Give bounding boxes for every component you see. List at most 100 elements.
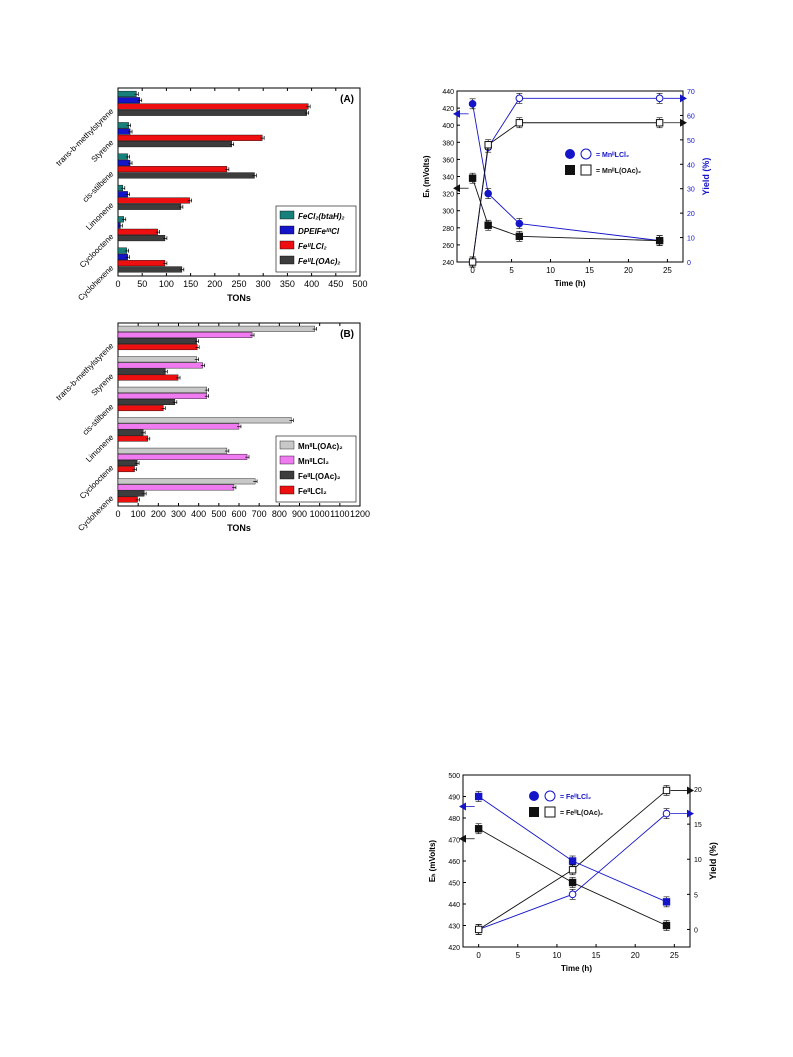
y-tick-label-left: 420	[448, 945, 460, 952]
legend-label: FeᴵᴵLCl₂	[298, 242, 327, 251]
x-tick-label: 20	[631, 951, 640, 960]
y-tick-label-right: 50	[687, 138, 695, 145]
y-tick-label-left: 470	[448, 838, 460, 845]
bar	[117, 228, 158, 235]
y-axis-label-right: Yield (%)	[701, 158, 711, 196]
category-label: Cyclooctene	[78, 232, 116, 270]
y-tick-label-left: 480	[448, 816, 460, 823]
axis-arrow	[687, 786, 694, 795]
x-tick-label: 25	[663, 266, 672, 275]
legend-swatch	[279, 455, 295, 465]
y-tick-label-left: 240	[442, 260, 454, 267]
y-tick-label-right: 40	[687, 162, 695, 169]
x-tick-label: 100	[159, 279, 174, 289]
x-tick-label: 0	[476, 951, 481, 960]
x-tick-label: 15	[592, 951, 601, 960]
x-tick-label: 400	[304, 279, 319, 289]
x-tick-label: 700	[252, 509, 267, 519]
bar	[117, 447, 228, 454]
x-tick-label: 1200	[350, 509, 370, 519]
line-chart-mn: 0 5 10 15 20 25240260280300320340360380400420…	[422, 89, 711, 288]
y-tick-label-left: 300	[442, 209, 454, 216]
panel-label: (B)	[340, 329, 354, 340]
bar	[117, 368, 166, 375]
x-tick-label: 200	[207, 279, 222, 289]
category-label: Styrene	[90, 371, 116, 397]
x-tick-label: 0	[115, 279, 120, 289]
x-tick-label: 350	[280, 279, 295, 289]
x-tick-label: 500	[352, 279, 367, 289]
x-tick-label: 10	[552, 951, 561, 960]
legend-marker-open	[580, 164, 592, 176]
data-point	[568, 878, 577, 887]
axis-arrow	[453, 109, 460, 118]
y-tick-label-right: 5	[694, 892, 698, 899]
x-tick-label: 5	[516, 951, 521, 960]
series-line	[478, 828, 667, 926]
bar	[117, 356, 197, 363]
data-point	[515, 232, 524, 241]
data-point	[474, 925, 483, 934]
legend-swatch	[279, 225, 295, 235]
data-point	[474, 792, 483, 801]
y-tick-label-left: 490	[448, 795, 460, 802]
bar	[117, 386, 207, 393]
legend-swatch	[279, 470, 295, 480]
data-point	[474, 825, 483, 833]
x-tick-label: 150	[183, 279, 198, 289]
x-tick-label: 15	[585, 266, 594, 275]
axis-arrow	[459, 834, 466, 843]
y-tick-label-left: 440	[442, 89, 454, 96]
legend-label: = FeᴵᴵL(OAc)₂	[560, 810, 603, 817]
legend-label: = MnᴵᴵLCl₂	[596, 152, 629, 159]
bar	[117, 134, 263, 141]
bar	[117, 490, 145, 497]
bar	[117, 260, 166, 267]
axis-arrow	[680, 94, 687, 103]
legend-marker-filled	[565, 165, 575, 175]
bar	[117, 103, 309, 110]
x-axis-label: Time (h)	[555, 279, 586, 288]
x-tick-label: 300	[256, 279, 271, 289]
data-point	[484, 189, 492, 198]
bar	[117, 109, 307, 116]
bar	[117, 484, 235, 491]
x-tick-label: 200	[151, 509, 166, 519]
bar	[117, 266, 183, 273]
bar	[117, 423, 240, 430]
y-tick-label-right: 30	[687, 187, 695, 194]
legend-label: MnᴵᴵLCl₂	[298, 457, 329, 466]
bar	[117, 331, 253, 338]
y-tick-label-left: 260	[442, 243, 454, 250]
legend-marker-open	[544, 790, 556, 802]
x-tick-label: 250	[231, 279, 246, 289]
bar	[117, 392, 207, 399]
bar	[117, 460, 138, 466]
series-line	[472, 122, 660, 263]
y-axis-label-left: Eₕ (mVolts)	[428, 840, 437, 883]
legend-marker-filled	[529, 807, 539, 817]
bar	[117, 141, 232, 148]
legend-swatch	[279, 440, 295, 450]
x-tick-label: 10	[546, 266, 555, 275]
x-tick-label: 1100	[330, 509, 349, 519]
bar	[117, 405, 164, 412]
y-tick-label-left: 460	[448, 859, 460, 866]
legend-label: DPEIFeᴵᴵᴵCl	[298, 227, 340, 236]
legend-label: MnᴵᴵL(OAc)₂	[298, 442, 343, 451]
x-tick-label: 450	[328, 279, 343, 289]
y-tick-label-right: 10	[694, 857, 702, 864]
data-point	[662, 921, 671, 930]
category-label: trans-b-methylstyrene	[54, 341, 115, 402]
data-point	[662, 898, 671, 906]
category-label: cis-stilbene	[81, 169, 116, 204]
x-axis-label: TONs	[227, 523, 251, 533]
y-tick-label-right: 20	[694, 787, 702, 794]
x-axis-label: TONs	[227, 293, 251, 303]
y-tick-label-left: 340	[442, 175, 454, 182]
legend-label: FeᴵᴵLCl₂	[298, 487, 327, 496]
legend-marker-open	[544, 806, 556, 818]
panel-label: (A)	[340, 94, 354, 105]
y-tick-label-left: 280	[442, 226, 454, 233]
data-point	[468, 100, 477, 108]
